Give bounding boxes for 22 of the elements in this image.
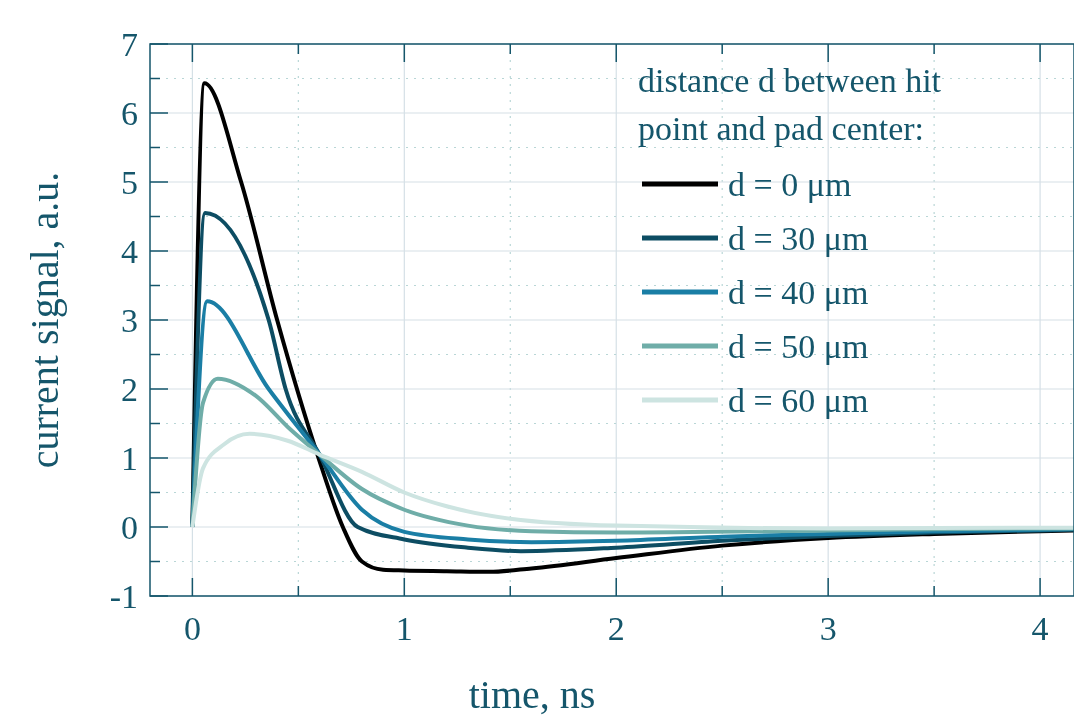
x-tick-label: 2 [607,610,625,647]
y-tick-label: 0 [121,508,138,546]
y-tick-label: 1 [121,439,138,477]
x-tick-label: 3 [819,610,837,647]
legend-title: distance d between hit point and pad center: [638,62,942,147]
y-tick-label: -1 [109,577,138,615]
x-axis-title: time, ns [468,672,596,717]
legend-label: d = 0 μm [728,165,852,203]
y-tick-label: 3 [121,301,138,339]
x-tick-label: 0 [183,610,201,647]
y-tick-label: 6 [121,94,138,132]
y-axis-title: current signal, a.u. [22,171,67,469]
x-tick-label: 4 [1031,610,1049,647]
y-tick-label: 4 [121,232,138,270]
legend-label: d = 50 μm [728,327,869,365]
legend-label: d = 30 μm [728,219,869,257]
y-tick-label: 7 [121,25,138,63]
legend-label: d = 40 μm [728,273,869,311]
x-tick-label: 1 [395,610,413,647]
legend-label: d = 60 μm [728,381,869,419]
y-tick-label: 2 [121,370,138,408]
y-tick-label: 5 [121,163,138,201]
